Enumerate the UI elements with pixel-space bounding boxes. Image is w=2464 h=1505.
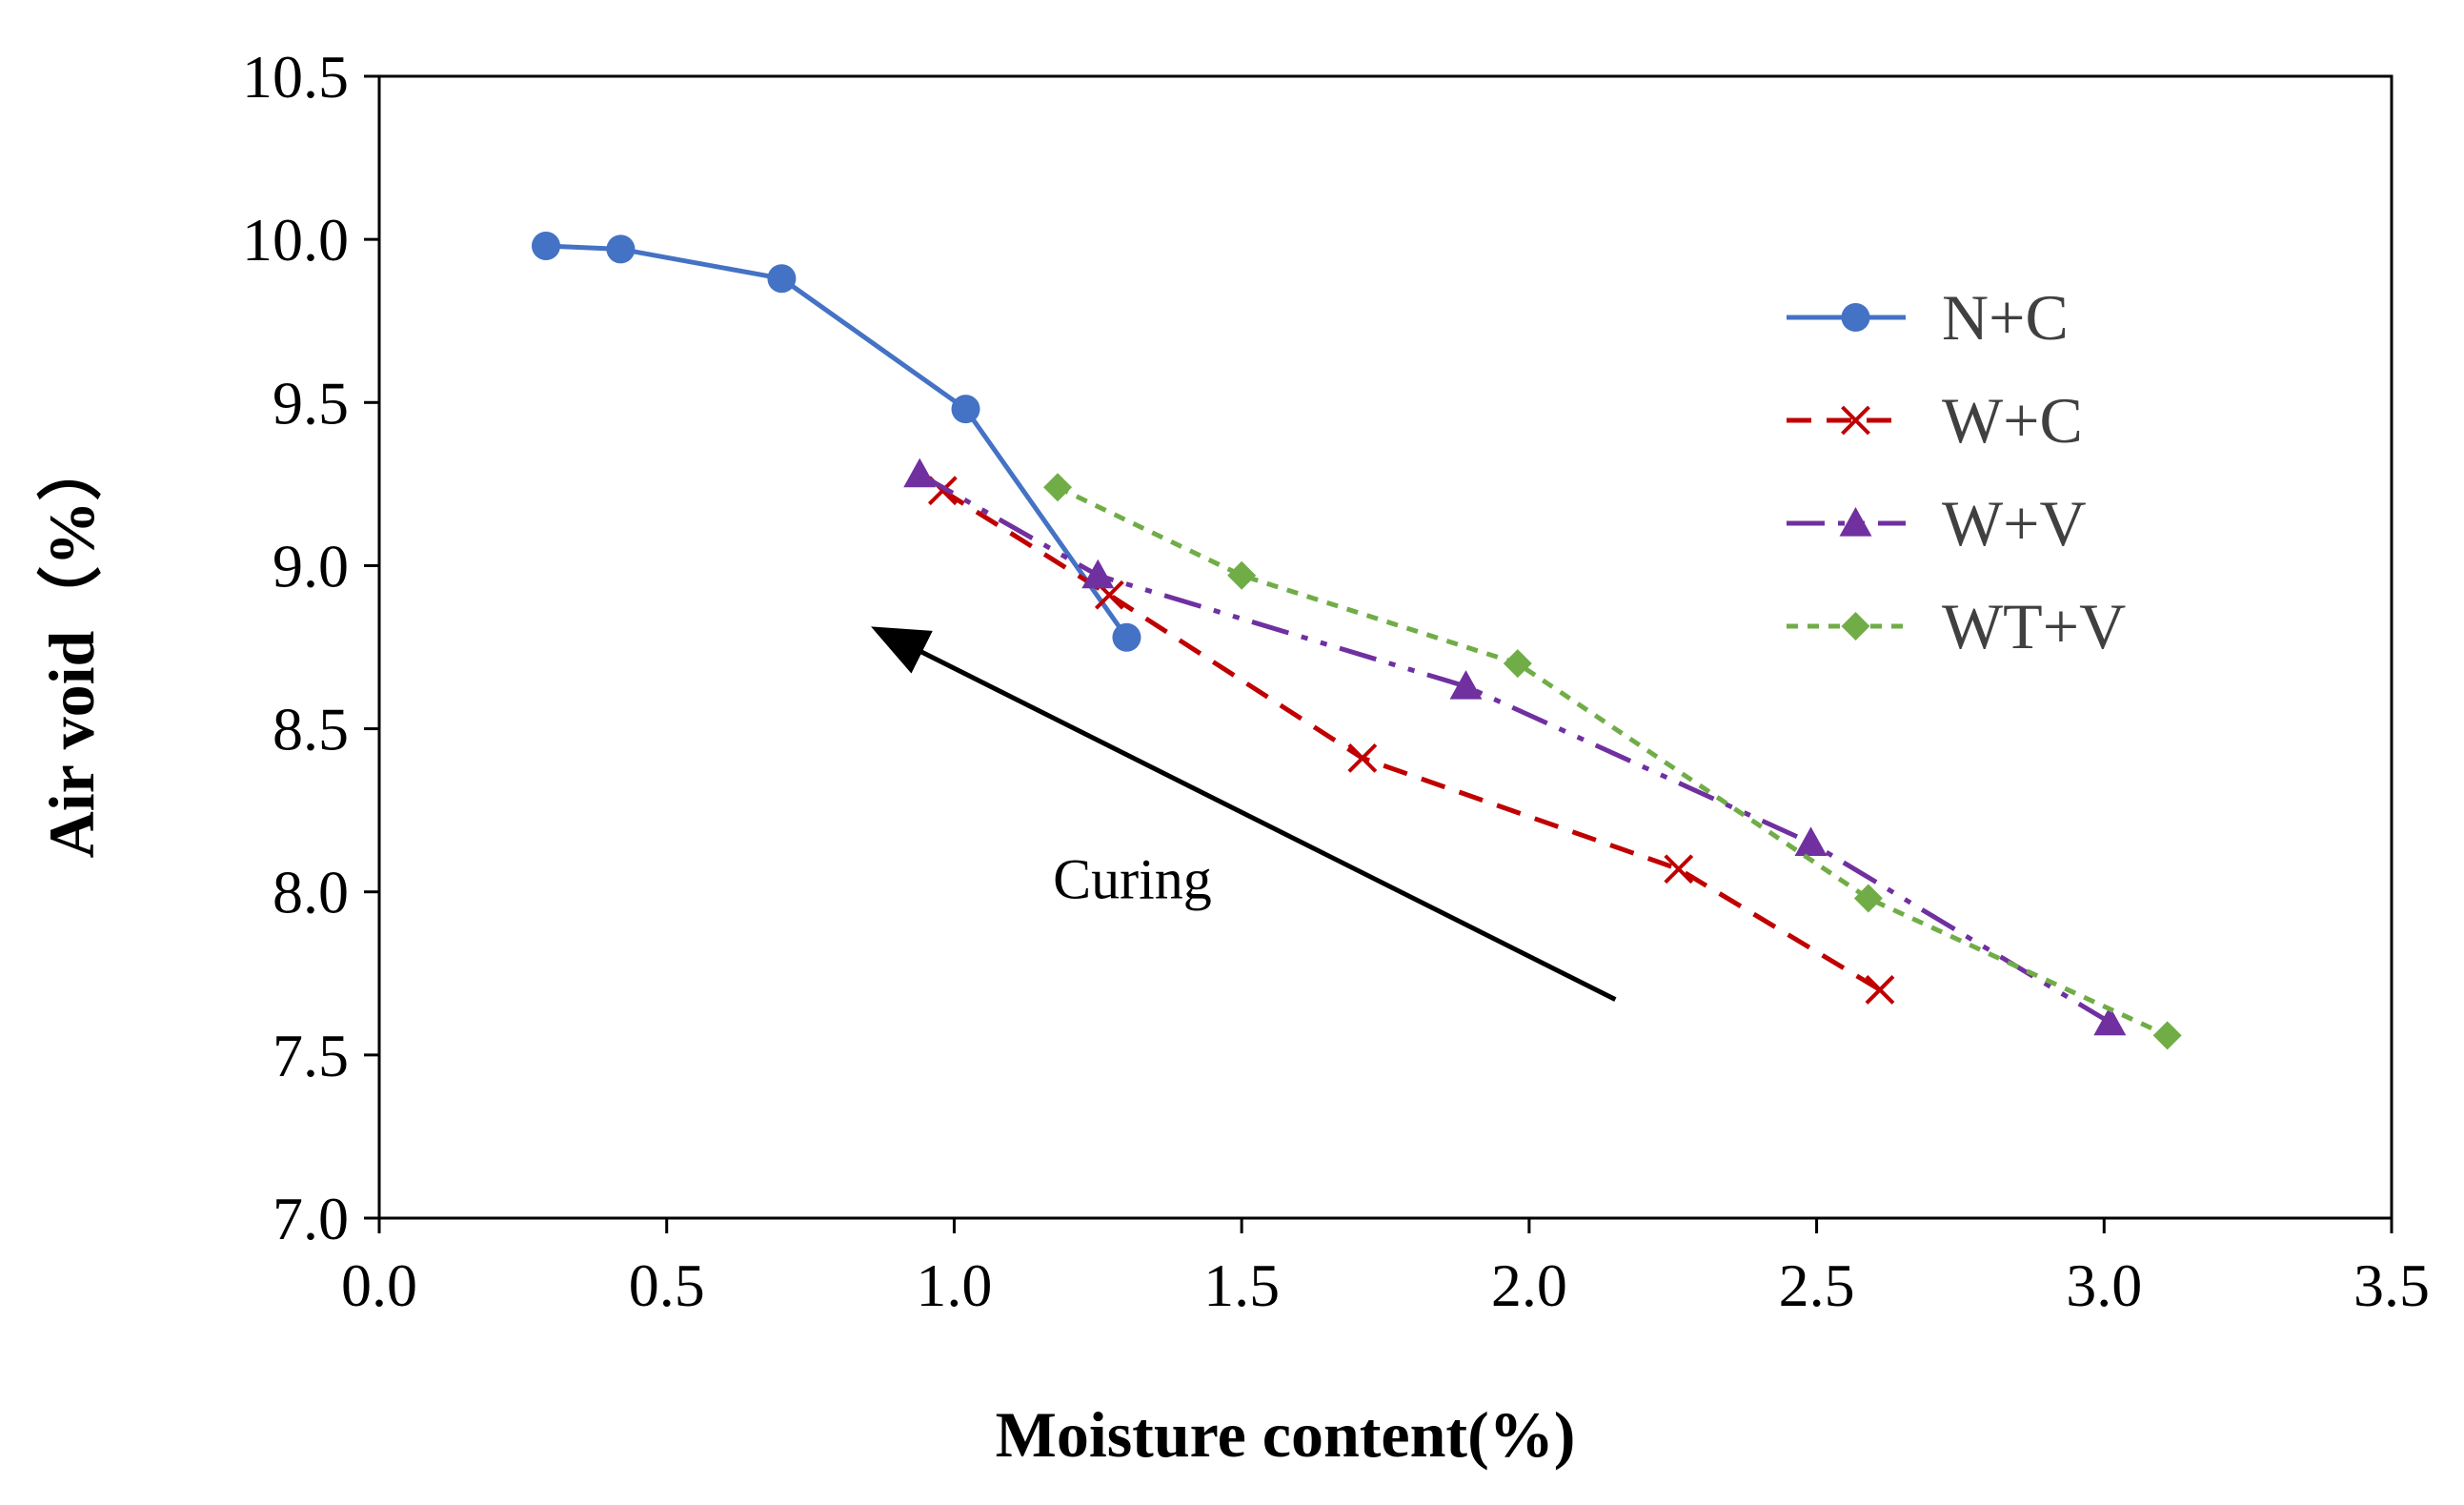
data-point-wt-v xyxy=(2152,1021,2182,1050)
y-tick-label: 7.5 xyxy=(273,1022,349,1089)
data-point-w-v xyxy=(1081,559,1115,589)
data-point-wt-v xyxy=(1043,473,1073,502)
curing-label: Curing xyxy=(1053,848,1212,911)
legend-marker xyxy=(1839,507,1872,537)
y-tick-label: 8.0 xyxy=(273,859,349,926)
data-point-n-c xyxy=(531,231,560,260)
legend-item-w-v: W+V xyxy=(1787,487,2087,559)
series-wt-v xyxy=(1043,473,2182,1050)
legend-item-w-c: W+C xyxy=(1787,384,2083,457)
x-tick-label: 0.0 xyxy=(341,1251,417,1319)
data-point-w-v xyxy=(1794,826,1828,856)
marker-stroke xyxy=(1094,580,1124,610)
legend-label: N+C xyxy=(1942,281,2069,354)
y-tick-label: 8.5 xyxy=(273,696,349,763)
series-line-w-v xyxy=(918,472,2111,1025)
data-point-w-v xyxy=(903,458,937,488)
marker-stroke xyxy=(1347,742,1378,773)
legend-item-wt-v: WT+V xyxy=(1787,590,2126,662)
x-tick-label: 2.5 xyxy=(1779,1251,1855,1319)
x-tick-label: 3.5 xyxy=(2353,1251,2430,1319)
marker-stroke xyxy=(1865,974,1895,1005)
legend-label: W+C xyxy=(1942,384,2083,457)
y-tick-label: 10.5 xyxy=(242,43,349,111)
curing-arrow xyxy=(871,626,1617,1002)
legend-marker xyxy=(1841,405,1870,436)
series-line-wt-v xyxy=(1056,485,2169,1038)
data-point-n-c xyxy=(767,264,797,294)
y-tick-label: 9.0 xyxy=(273,532,349,600)
data-point-n-c xyxy=(1112,622,1141,652)
legend-label: W+V xyxy=(1942,487,2087,559)
data-point-wt-v xyxy=(1853,884,1883,913)
marker-stroke xyxy=(1664,854,1694,885)
series-w-v xyxy=(903,458,2127,1036)
y-tick-label: 9.5 xyxy=(273,369,349,437)
legend-item-n-c: N+C xyxy=(1787,281,2069,354)
data-point-n-c xyxy=(606,234,636,264)
data-point-wt-v xyxy=(1503,649,1532,679)
data-point-wt-v xyxy=(1227,560,1257,590)
curing-annotation: Curing xyxy=(871,626,1617,1002)
x-tick-label: 3.0 xyxy=(2066,1251,2142,1319)
data-point-w-c xyxy=(1347,742,1378,773)
series-n-c xyxy=(531,231,1141,652)
legend: N+C W+C W+V WT+V xyxy=(1787,281,2126,662)
x-axis-title: Moisture content(%) xyxy=(996,1398,1576,1471)
series-layer xyxy=(531,231,2182,1050)
x-tick-label: 0.5 xyxy=(629,1251,705,1319)
y-tick-label: 10.0 xyxy=(242,206,349,274)
legend-marker xyxy=(1841,612,1870,641)
x-tick-label: 1.0 xyxy=(916,1251,992,1319)
y-tick-label: 7.0 xyxy=(273,1185,349,1252)
data-point-w-v xyxy=(1449,670,1483,700)
axes: 0.0 0.5 1.0 1.5 2.0 2.5 3.0 3.5 7.0 7.5 8.0 8.5 9.0 9… xyxy=(242,43,2430,1319)
legend-marker xyxy=(1841,303,1870,332)
series-w-c xyxy=(927,476,1895,1005)
y-axis-title: Air void（%） xyxy=(35,437,108,859)
data-point-w-v xyxy=(2093,1006,2127,1036)
x-tick-label: 2.0 xyxy=(1491,1251,1567,1319)
legend-label: WT+V xyxy=(1942,590,2126,662)
data-point-w-c xyxy=(1664,854,1694,885)
data-point-w-c xyxy=(1865,974,1895,1005)
marker-stroke xyxy=(927,476,958,506)
marker-stroke xyxy=(1841,405,1870,436)
x-tick-label: 1.5 xyxy=(1203,1251,1280,1319)
data-point-n-c xyxy=(951,395,980,424)
